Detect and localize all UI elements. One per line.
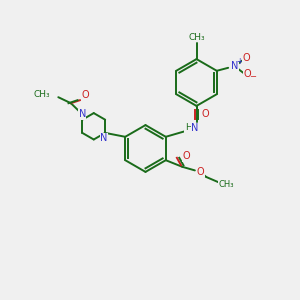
Text: +: + (236, 57, 243, 66)
Text: N: N (100, 133, 108, 143)
Text: CH₃: CH₃ (33, 90, 50, 99)
Text: O: O (182, 151, 190, 161)
Text: O: O (242, 53, 250, 63)
Text: N: N (231, 61, 238, 71)
Text: CH₃: CH₃ (188, 33, 205, 42)
Text: O: O (196, 167, 204, 177)
Text: O: O (201, 109, 209, 119)
Text: O: O (244, 69, 251, 80)
Text: N: N (79, 109, 86, 119)
Text: CH₃: CH₃ (219, 180, 234, 189)
Text: H: H (185, 123, 191, 132)
Text: −: − (249, 72, 256, 81)
Text: N: N (191, 123, 198, 134)
Text: O: O (81, 90, 89, 100)
